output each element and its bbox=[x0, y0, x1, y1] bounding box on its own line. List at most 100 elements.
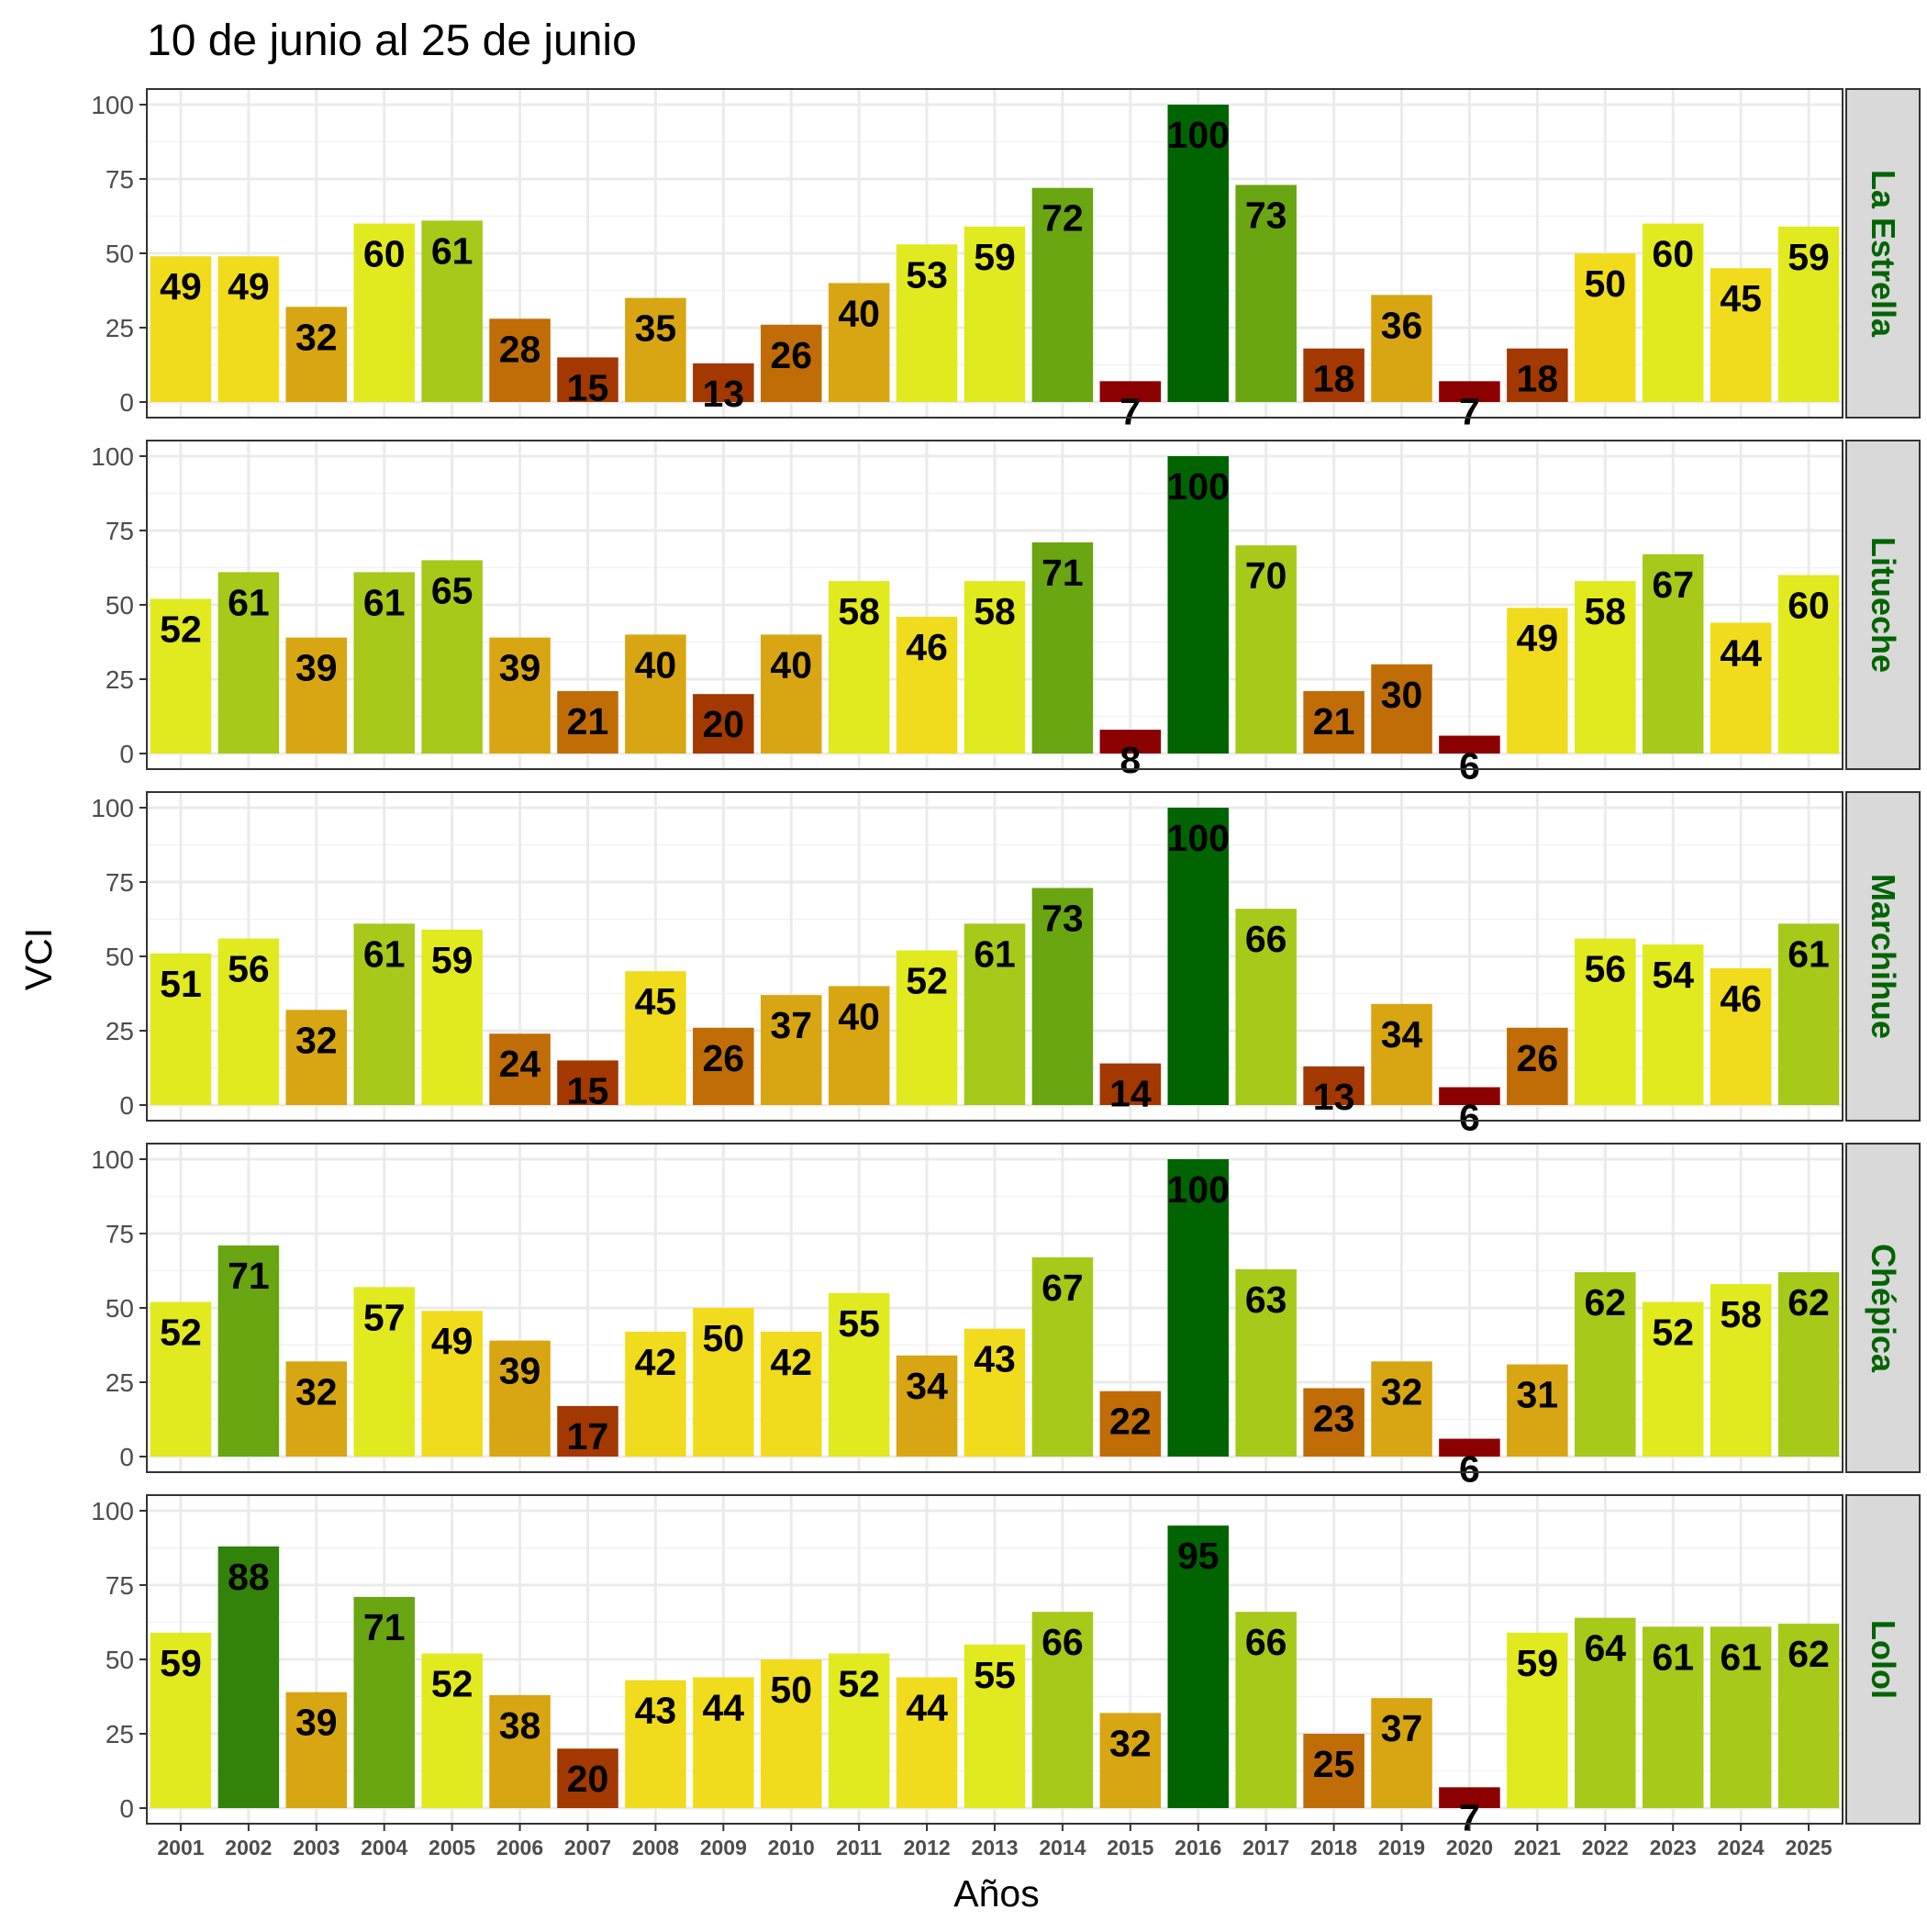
bar-value-label: 34 bbox=[906, 1365, 948, 1407]
facet-strip bbox=[1845, 1143, 1921, 1473]
y-tick-label: 50 bbox=[106, 943, 134, 971]
bar bbox=[964, 226, 1026, 402]
bar-value-label: 44 bbox=[906, 1686, 948, 1728]
x-tick-label: 2020 bbox=[1446, 1836, 1493, 1859]
bar bbox=[1507, 348, 1568, 402]
bar-value-label: 71 bbox=[228, 1255, 270, 1297]
bar bbox=[353, 223, 415, 402]
bar bbox=[1167, 1525, 1230, 1808]
bar-value-label: 26 bbox=[703, 1037, 745, 1079]
bar-value-label: 60 bbox=[1788, 585, 1830, 627]
bar-value-label: 35 bbox=[635, 307, 677, 350]
bar bbox=[489, 1033, 551, 1105]
panel-border bbox=[146, 791, 1843, 1122]
x-tick-label: 2009 bbox=[700, 1836, 747, 1859]
bar bbox=[625, 971, 686, 1105]
bar bbox=[1575, 581, 1636, 754]
bar-value-label: 67 bbox=[1041, 1267, 1084, 1309]
bar bbox=[150, 256, 212, 402]
facet-panel: 0 25 50 75 100 52 71 32 57 49 39 17 42 50 42 55 34 43 67 22… bbox=[91, 1143, 1921, 1491]
bar-value-label: 58 bbox=[1720, 1293, 1762, 1335]
x-tick-label: 2004 bbox=[361, 1836, 407, 1859]
bar bbox=[1031, 1256, 1094, 1457]
bar bbox=[285, 307, 348, 402]
bar-value-label: 59 bbox=[974, 236, 1016, 278]
bar bbox=[285, 637, 348, 754]
bar-value-label: 31 bbox=[1517, 1374, 1559, 1416]
bar bbox=[1371, 1003, 1432, 1105]
bar-value-label: 40 bbox=[838, 995, 880, 1037]
bar bbox=[693, 1027, 754, 1105]
bar bbox=[421, 1653, 483, 1808]
y-tick-label: 50 bbox=[106, 1294, 134, 1323]
x-axis-title: Años bbox=[953, 1872, 1039, 1915]
bar bbox=[1371, 295, 1432, 402]
y-tick-label: 0 bbox=[119, 1794, 134, 1823]
bar-value-label: 56 bbox=[228, 948, 270, 990]
bar bbox=[693, 1308, 754, 1457]
bar bbox=[1439, 1787, 1500, 1808]
bar bbox=[1167, 456, 1230, 754]
bar-value-label: 64 bbox=[1584, 1627, 1626, 1670]
bar-value-label: 14 bbox=[1109, 1073, 1152, 1115]
y-tick-label: 75 bbox=[106, 868, 134, 897]
bar-value-label: 20 bbox=[567, 1758, 609, 1800]
bar bbox=[828, 986, 890, 1105]
bar bbox=[964, 1328, 1026, 1457]
y-tick-label: 75 bbox=[106, 1571, 134, 1600]
bar-value-label: 55 bbox=[838, 1302, 880, 1345]
bar-value-label: 61 bbox=[1720, 1636, 1762, 1678]
bar bbox=[1710, 268, 1772, 402]
bar bbox=[217, 1245, 280, 1457]
bar bbox=[1371, 664, 1432, 754]
panel-border bbox=[146, 88, 1843, 419]
bar-value-label: 52 bbox=[160, 1312, 202, 1354]
bar-value-label: 7 bbox=[1119, 390, 1141, 432]
bar-value-label: 45 bbox=[635, 980, 677, 1022]
bar-value-label: 44 bbox=[1720, 631, 1762, 674]
bar-value-label: 100 bbox=[1167, 114, 1230, 156]
x-tick-label: 2016 bbox=[1175, 1836, 1221, 1859]
bar-value-label: 61 bbox=[363, 932, 406, 975]
bar bbox=[557, 690, 618, 754]
bar bbox=[1099, 1063, 1162, 1105]
bar bbox=[1575, 1617, 1636, 1808]
x-tick-label: 2003 bbox=[293, 1836, 340, 1859]
bar-value-label: 22 bbox=[1109, 1401, 1152, 1443]
bar bbox=[828, 581, 890, 754]
bar bbox=[693, 1677, 754, 1808]
bar bbox=[625, 1331, 686, 1457]
bar bbox=[1303, 1388, 1364, 1457]
bar bbox=[760, 995, 822, 1105]
bar bbox=[421, 560, 483, 754]
y-axis-title: VCI bbox=[17, 928, 60, 990]
bar bbox=[896, 1355, 958, 1457]
bar bbox=[1642, 1301, 1704, 1457]
facet-panel: 0 25 50 75 100 52 61 39 61 65 39 21 40 20 40 58 46 58 71 8 1… bbox=[91, 440, 1921, 787]
bar-value-label: 20 bbox=[703, 703, 745, 745]
bar-value-label: 49 bbox=[160, 265, 202, 307]
x-tick-label: 2008 bbox=[632, 1836, 679, 1859]
y-tick-label: 100 bbox=[91, 442, 134, 471]
bar bbox=[1031, 542, 1094, 754]
bar bbox=[964, 581, 1026, 754]
bar bbox=[489, 1694, 551, 1808]
bar-value-label: 44 bbox=[703, 1686, 745, 1728]
bar-value-label: 63 bbox=[1245, 1279, 1287, 1321]
bar bbox=[828, 283, 890, 402]
facet-strip-label: Chépica bbox=[1865, 1244, 1902, 1373]
bar-value-label: 49 bbox=[1517, 617, 1559, 659]
bar bbox=[896, 1677, 958, 1808]
bar bbox=[1642, 944, 1704, 1105]
bar-value-label: 88 bbox=[228, 1556, 270, 1598]
bar bbox=[828, 1653, 890, 1808]
bar-value-label: 6 bbox=[1459, 1448, 1480, 1491]
bar bbox=[1303, 348, 1364, 402]
bar bbox=[150, 953, 212, 1105]
bar bbox=[557, 1405, 618, 1457]
bar bbox=[1507, 1632, 1568, 1808]
bar-value-label: 61 bbox=[363, 581, 406, 623]
bar bbox=[1235, 1268, 1297, 1457]
bar-value-label: 52 bbox=[906, 960, 948, 1002]
bar-value-label: 52 bbox=[838, 1663, 880, 1705]
